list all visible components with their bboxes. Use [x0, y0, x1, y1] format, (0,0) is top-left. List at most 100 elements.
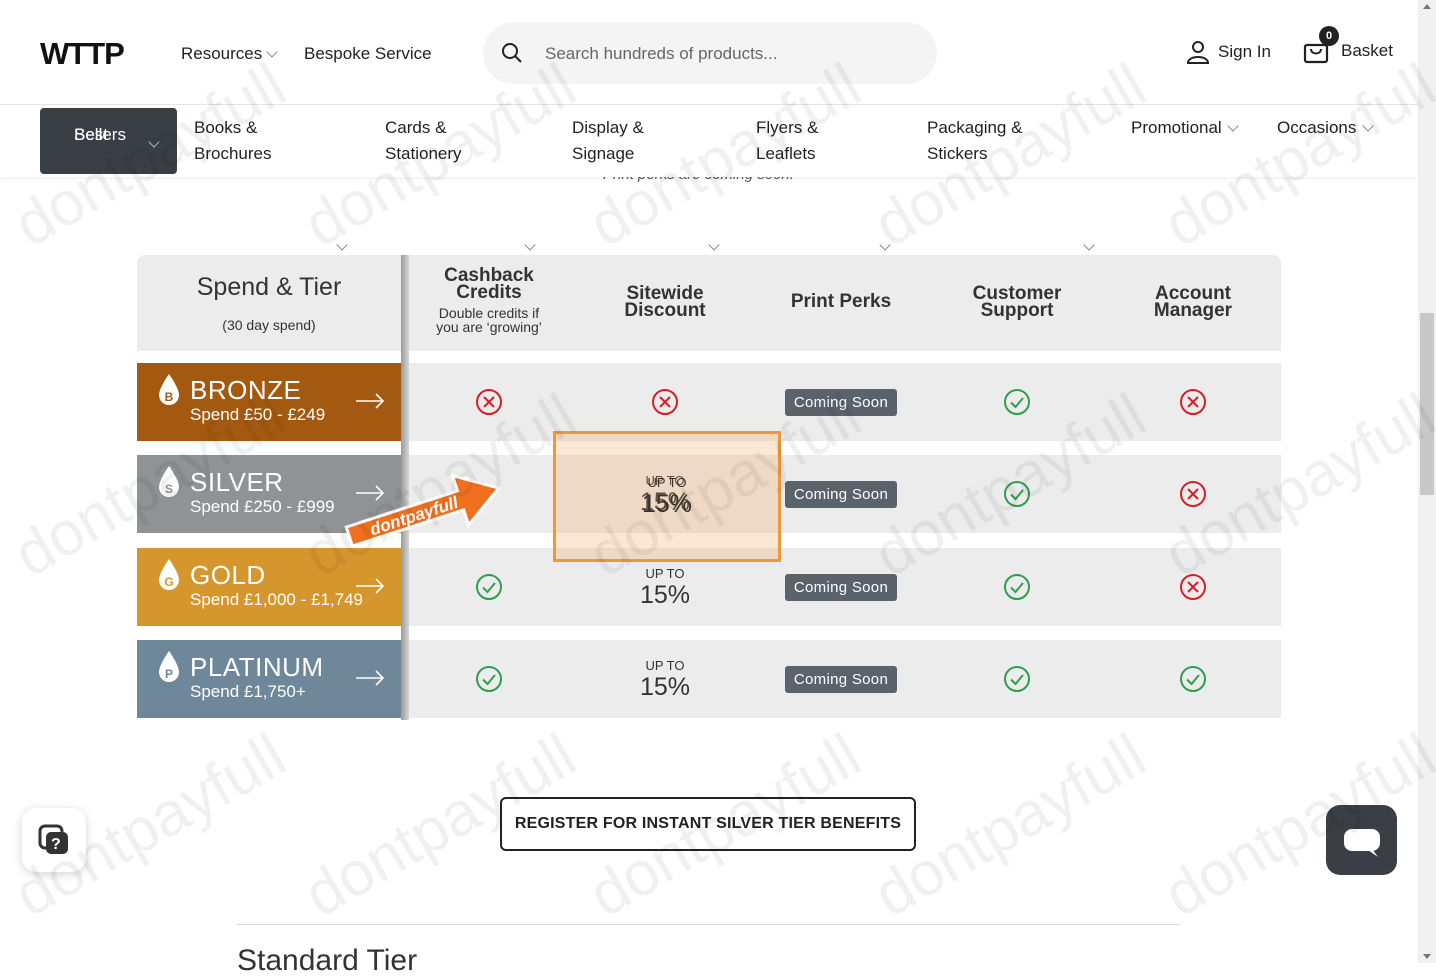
search-input[interactable] — [543, 38, 917, 70]
arrow-right-icon — [356, 485, 385, 501]
category-label-line2: Stationery — [385, 144, 462, 163]
category-cards-stationery[interactable]: Cards & Stationery — [385, 115, 462, 167]
cell-discount: UP TO 15% — [577, 640, 753, 718]
search-icon[interactable] — [501, 42, 523, 64]
tier-spend-range: Spend £1,000 - £1,749 — [190, 590, 363, 609]
chevron-down-icon — [1083, 239, 1095, 251]
page-scrollbar[interactable] — [1418, 0, 1436, 963]
category-label-line1: Display & — [572, 118, 644, 137]
category-best-sellers[interactable]: Best Sellers — [40, 108, 177, 174]
cross-icon — [1180, 481, 1206, 507]
check-icon — [1180, 666, 1206, 692]
category-label-line2: Brochures — [194, 144, 272, 163]
chevron-down-icon — [336, 239, 348, 251]
search-bar — [483, 22, 937, 84]
promo-arrow-banner: dontpayfull — [344, 473, 502, 548]
site-logo[interactable]: WTTP — [40, 38, 144, 68]
check-icon — [1004, 666, 1030, 692]
category-promotional[interactable]: Promotional — [1131, 115, 1240, 141]
category-label-line2: Leaflets — [756, 144, 816, 163]
cell-print-perks: Coming Soon — [753, 640, 929, 718]
table-title: Spend & Tier — [196, 273, 342, 301]
category-packaging-stickers[interactable]: Packaging & Stickers — [927, 115, 1022, 167]
chevron-down-icon — [148, 136, 160, 148]
nav-resources-label: Resources — [181, 44, 263, 63]
tier-drop-icon: S — [159, 466, 179, 497]
category-label-line1: Promotional — [1131, 118, 1222, 137]
table-subtitle: (30 day spend) — [222, 317, 316, 333]
tier-name: SILVER — [190, 467, 284, 497]
sign-in-link[interactable]: Sign In — [1186, 40, 1271, 64]
cell-support — [929, 455, 1105, 533]
cell-discount: UP TO 15% — [577, 455, 753, 533]
chevron-down-icon — [879, 239, 891, 251]
cell-print-perks: Coming Soon — [753, 455, 929, 533]
coming-soon-badge: Coming Soon — [784, 480, 898, 508]
col-header-line1: Account — [1155, 283, 1231, 304]
category-nav: Best Sellers Books & Brochures Cards & Stat… — [0, 105, 1418, 251]
check-icon — [1004, 574, 1030, 600]
user-icon — [1186, 41, 1210, 64]
nav-bespoke-service[interactable]: Bespoke Service — [304, 44, 432, 64]
help-widget-button[interactable]: ? — [22, 808, 86, 872]
chevron-down-icon — [524, 239, 536, 251]
check-icon — [1004, 481, 1030, 507]
col-header-sub1: Double credits if — [438, 305, 540, 321]
tier-spend-range: Spend £250 - £999 — [190, 497, 335, 516]
scroll-down-icon[interactable] — [1423, 954, 1431, 959]
tier-name: PLATINUM — [190, 652, 324, 682]
register-silver-tier-button[interactable]: REGISTER FOR INSTANT SILVER TIER BENEFIT… — [500, 797, 916, 851]
tier-platinum-cell[interactable]: P PLATINUM Spend £1,750+ — [137, 640, 401, 718]
check-icon — [1004, 389, 1030, 415]
tier-bronze-cell[interactable]: B BRONZE Spend £50 - £249 — [137, 363, 401, 441]
arrow-right-icon — [356, 578, 385, 594]
table-header — [137, 255, 1281, 351]
cell-discount: UP TO 15% — [577, 548, 753, 626]
chevron-down-icon — [1227, 120, 1240, 132]
category-display-signage[interactable]: Display & Signage — [572, 115, 644, 167]
tier-name: BRONZE — [190, 375, 302, 405]
discount-upto-label: UP TO — [645, 565, 685, 581]
category-books-brochures[interactable]: Books & Brochures — [194, 115, 271, 167]
cross-icon — [1180, 574, 1206, 600]
col-header-support: Customer Support — [929, 284, 1105, 321]
col-header-line2: Manager — [1153, 300, 1233, 321]
category-label-line1: Best — [74, 125, 109, 144]
category-occasions[interactable]: Occasions — [1277, 115, 1374, 141]
chat-icon — [1344, 829, 1380, 857]
category-label-line2: Sellers — [74, 125, 126, 144]
check-icon — [476, 666, 502, 692]
col-header-line1: Cashback — [444, 265, 534, 286]
category-flyers-leaflets[interactable]: Flyers & Leaflets — [756, 115, 818, 167]
col-header-account-manager: Account Manager — [1105, 283, 1281, 321]
silver-discount-highlight: UP TO 15% — [553, 431, 781, 562]
tier-name: GOLD — [190, 560, 266, 590]
tier-silver-cell[interactable]: S SILVER Spend £250 - £999 — [137, 455, 401, 533]
coming-soon-badge: Coming Soon — [784, 388, 898, 416]
tier-drop-icon: B — [159, 374, 179, 405]
cross-icon — [1180, 389, 1206, 415]
cell-cashback — [401, 640, 577, 718]
nav-resources[interactable]: Resources — [181, 44, 278, 64]
cell-account-manager — [1105, 548, 1281, 626]
site-header: WTTP Resources Bespoke Service Sign In 0… — [0, 0, 1418, 105]
svg-text:G: G — [164, 575, 173, 589]
scroll-up-icon[interactable] — [1423, 4, 1431, 9]
tier-gold-cell[interactable]: G GOLD Spend £1,000 - £1,749 — [137, 548, 401, 626]
cell-print-perks: Coming Soon — [753, 548, 929, 626]
basket-link[interactable]: 0 Basket — [1303, 26, 1393, 64]
cell-account-manager — [1105, 640, 1281, 718]
discount-value: 15% — [639, 672, 691, 701]
svg-text:B: B — [165, 390, 174, 404]
tier-row: P PLATINUM Spend £1,750+ UP TO 15% Coming Soo… — [137, 640, 1281, 718]
scrollbar-thumb[interactable] — [1420, 313, 1434, 495]
chat-button[interactable] — [1326, 805, 1397, 875]
category-label-line2: Stickers — [927, 144, 988, 163]
col-header-line2: Support — [980, 300, 1054, 321]
col-header-discount: Sitewide Discount — [577, 284, 753, 320]
tier-row: S SILVER Spend £250 - £999 UP TO 15% Coming S… — [137, 455, 1281, 533]
chevron-down-icon — [708, 239, 720, 251]
cell-account-manager — [1105, 363, 1281, 441]
basket-label: Basket — [1341, 41, 1393, 60]
category-label-line1: Cards & — [385, 118, 447, 137]
